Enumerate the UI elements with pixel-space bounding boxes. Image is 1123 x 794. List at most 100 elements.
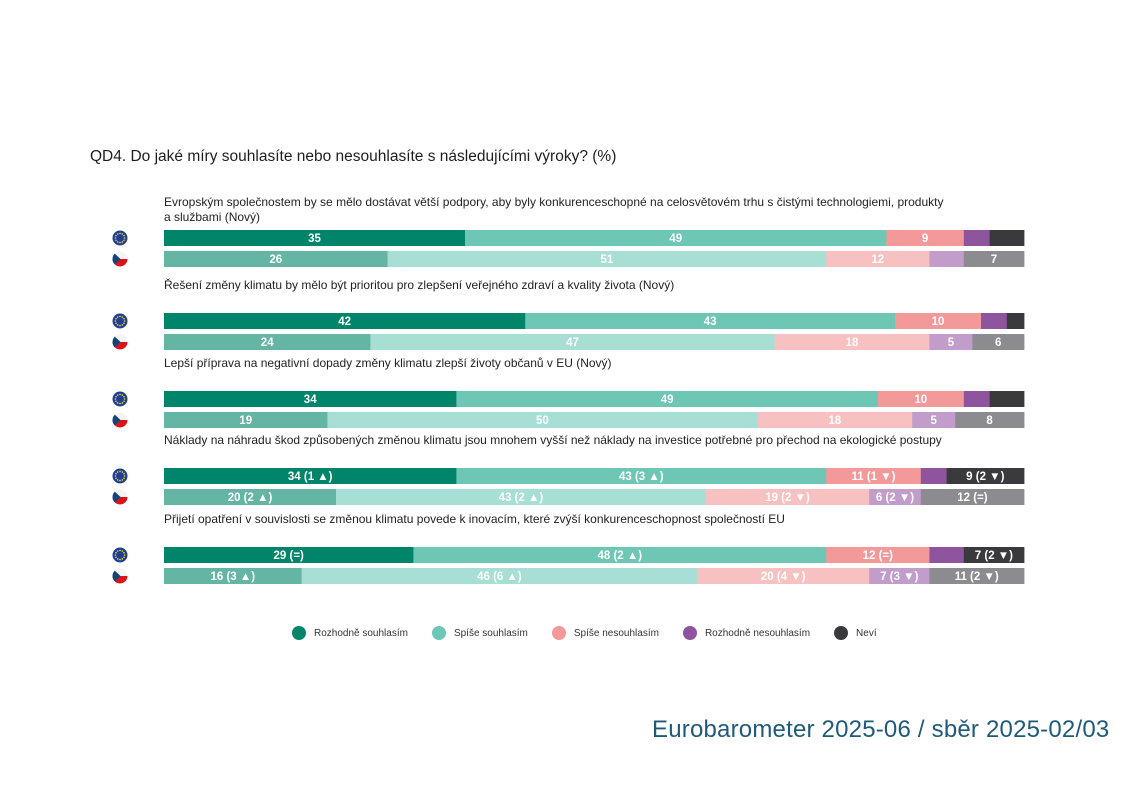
eu-flag-star	[119, 402, 121, 405]
eu-bar-tend-agree	[465, 230, 887, 246]
cz-flag-blue	[112, 489, 121, 505]
eu-label-tend-agree: 43 (3 ▲)	[619, 471, 664, 483]
legend-item-strongly-agree: Rozhodně souhlasím	[292, 626, 408, 640]
eu-flag-star	[123, 400, 125, 403]
eu-flag-star	[115, 551, 117, 554]
question-text: Evropským společnostem by se mělo dostáv…	[164, 195, 943, 209]
eu-flag-star	[116, 233, 119, 235]
eu-flag-star	[123, 317, 125, 320]
eu-bar-dont-know	[989, 391, 1025, 407]
eu-flag-disc	[112, 547, 128, 563]
eu-bar-dont-know	[946, 468, 1025, 484]
cz-label-tend-disagree: 19 (2 ▼)	[765, 492, 810, 504]
eu-flag-star	[115, 472, 117, 475]
cz-label-strongly-agree: 19	[239, 415, 252, 427]
question-text: Náklady na náhradu škod způsobených změn…	[164, 433, 942, 447]
eu-flag-star	[114, 398, 117, 400]
eu-flag-star	[116, 324, 119, 326]
footer-source: Eurobarometer 2025-06 / sběr 2025-02/03	[652, 716, 1110, 743]
cz-flag-blue	[112, 334, 121, 350]
eu-flag-icon	[112, 391, 128, 407]
eu-flag-star	[121, 241, 124, 243]
cz-flag-white	[112, 334, 128, 342]
eu-bar-strongly-agree	[164, 313, 526, 329]
eu-flag-star	[121, 479, 124, 481]
legend-label: Neví	[856, 627, 877, 639]
eu-flag-star	[115, 556, 117, 559]
eu-flag-star	[123, 234, 125, 237]
eu-label-strongly-agree: 34	[304, 394, 317, 406]
eu-label-tend-agree: 49	[669, 233, 682, 245]
cz-bar-strongly-disagree	[929, 251, 965, 267]
cz-label-strongly-disagree: 5	[948, 337, 955, 349]
eu-flag-star	[116, 550, 119, 552]
eu-flag-star	[116, 394, 119, 396]
question-text: Přijetí opatření v souvislosti se změnou…	[164, 512, 785, 526]
eu-flag-star	[121, 558, 124, 560]
eu-bar-tend-agree	[525, 313, 896, 329]
eu-label-dont-know: 7 (2 ▼)	[975, 550, 1013, 562]
eu-label-tend-disagree: 10	[914, 394, 927, 406]
eu-flag-star	[123, 556, 125, 559]
cz-label-tend-disagree: 12	[871, 254, 884, 266]
eu-label-tend-disagree: 12 (=)	[863, 550, 894, 562]
eu-flag-star	[116, 316, 119, 318]
eu-bar-tend-disagree	[826, 547, 930, 563]
eu-bar-strongly-agree	[164, 230, 466, 246]
cz-bar-tend-disagree	[705, 489, 870, 505]
eu-flag-star	[119, 470, 121, 473]
legend-item-strongly-disagree: Rozhodně nesouhlasím	[682, 626, 810, 640]
cz-flag-blue	[112, 568, 121, 584]
eu-bar-dont-know	[1006, 313, 1025, 329]
cz-label-strongly-agree: 16 (3 ▲)	[210, 571, 255, 583]
cz-label-strongly-disagree: 7 (3 ▼)	[880, 571, 918, 583]
eu-bar-strongly-agree	[164, 391, 457, 407]
eu-label-tend-agree: 48 (2 ▲)	[597, 550, 642, 562]
cz-bar-tend-disagree	[697, 568, 870, 584]
cz-bar-tend-disagree	[826, 251, 930, 267]
eu-flag-star	[119, 232, 121, 235]
cz-flag-icon	[112, 568, 128, 584]
cz-label-dont-know: 6	[995, 337, 1001, 349]
eu-flag-star	[121, 471, 124, 473]
cz-bar-tend-agree	[336, 489, 707, 505]
cz-label-strongly-disagree: 6 (2 ▼)	[876, 492, 914, 504]
cz-label-tend-agree: 50	[536, 415, 549, 427]
cz-flag-white	[112, 412, 128, 420]
eu-bar-tend-disagree	[826, 468, 922, 484]
eu-flag-star	[121, 550, 124, 552]
cz-bar-strongly-agree	[164, 568, 302, 584]
question-group-1: Evropským společnostem by se mělo dostáv…	[112, 195, 1025, 267]
eu-flag-star	[121, 316, 124, 318]
eu-label-strongly-agree: 42	[338, 316, 351, 328]
eu-bar-tend-agree	[456, 391, 879, 407]
eu-flag-star	[119, 241, 121, 244]
cz-flag-icon	[112, 489, 128, 505]
eu-bar-tend-agree	[456, 468, 827, 484]
cz-flag-icon	[112, 251, 128, 267]
eu-flag-star	[123, 554, 126, 556]
cz-label-tend-disagree: 18	[828, 415, 841, 427]
eu-flag-star	[115, 239, 117, 242]
eu-flag-star	[116, 558, 119, 560]
cz-bar-tend-agree	[301, 568, 698, 584]
eu-flag-disc	[112, 391, 128, 407]
cz-bar-dont-know	[963, 251, 1025, 267]
eu-bar-tend-disagree	[895, 313, 982, 329]
cz-flag-icon	[112, 334, 128, 350]
question-group-5: Přijetí opatření v souvislosti se změnou…	[112, 512, 1025, 584]
eu-bar-strongly-agree	[164, 547, 414, 563]
eu-flag-icon	[112, 547, 128, 563]
eu-flag-star	[115, 322, 117, 325]
eu-flag-star	[116, 402, 119, 404]
cz-bar-tend-agree	[327, 412, 758, 428]
eu-label-strongly-agree: 34 (1 ▲)	[288, 471, 333, 483]
cz-label-strongly-agree: 26	[269, 254, 282, 266]
eu-label-tend-disagree: 11 (1 ▼)	[852, 471, 896, 483]
eu-label-tend-disagree: 9	[922, 233, 928, 245]
legend-swatch	[292, 626, 306, 640]
legend-swatch	[682, 626, 697, 640]
cz-label-strongly-agree: 24	[261, 337, 274, 349]
cz-label-tend-agree: 51	[601, 254, 614, 266]
eu-bar-strongly-disagree	[981, 313, 1008, 329]
